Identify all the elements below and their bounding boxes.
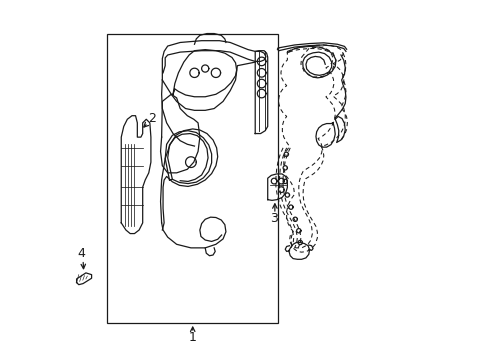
Text: 1: 1 [188,331,196,344]
Text: 3: 3 [270,212,278,225]
Bar [107,33,278,323]
Text: 2: 2 [147,112,155,125]
Text: 4: 4 [77,247,84,260]
